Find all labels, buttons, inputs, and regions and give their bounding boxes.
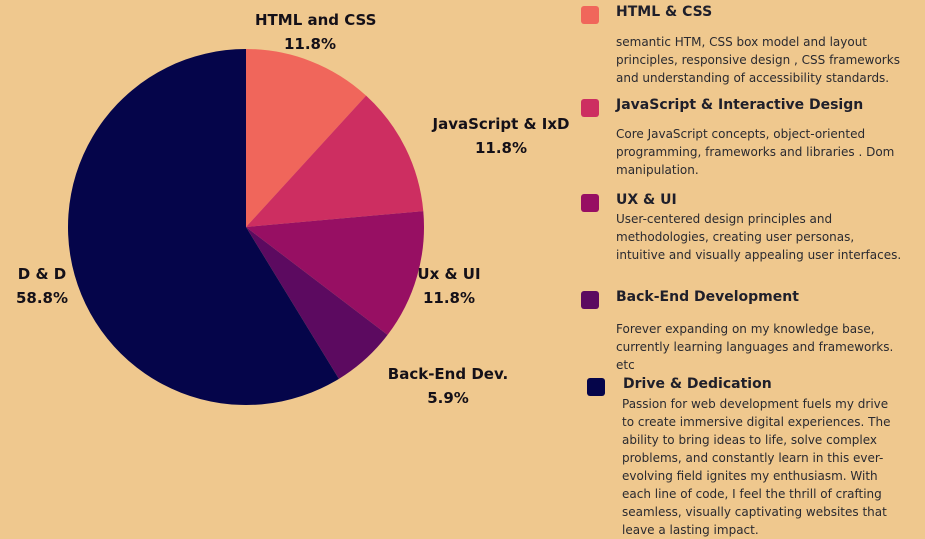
slice-label-ux-ui: Ux & UI 11.8% (410, 262, 488, 310)
slice-name: JavaScript & IxD (432, 115, 570, 133)
legend-description: Core JavaScript concepts, object-oriente… (616, 127, 895, 177)
legend-description: Passion for web development fuels my dri… (622, 397, 891, 537)
legend-item-back-end: Back-End Development Forever expanding o… (578, 289, 898, 372)
legend-item-javascript: JavaScript & Interactive Design Core Jav… (578, 97, 898, 183)
legend-title: UX & UI (616, 192, 677, 208)
slice-value: 58.8% (15, 289, 69, 307)
slice-label-back-end: Back-End Dev. 5.9% (382, 362, 514, 410)
legend-title: Back-End Development (616, 289, 799, 305)
legend-swatch (581, 99, 599, 117)
legend-swatch (581, 6, 599, 24)
slice-value: 5.9% (427, 389, 469, 407)
slice-label-d-and-d: D & D 58.8% (4, 262, 80, 310)
legend-item-html-css: HTML & CSS semantic HTM, CSS box model a… (578, 4, 900, 90)
pie-slice-html-and-css (246, 49, 367, 227)
legend-description: semantic HTM, CSS box model and layout p… (616, 35, 900, 85)
legend-item-drive-dedication: Drive & Dedication Passion for web devel… (586, 376, 906, 537)
pie-slice-d-d (67, 49, 339, 406)
legend-title: JavaScript & Interactive Design (616, 97, 864, 113)
legend-title: Drive & Dedication (623, 376, 772, 392)
pie-slice-ux-ui (246, 211, 425, 335)
legend-title: HTML & CSS (616, 4, 713, 20)
slice-value: 11.8% (422, 289, 476, 307)
slice-name: Ux & UI (417, 265, 481, 283)
legend-swatch (581, 194, 599, 212)
legend-swatch (587, 378, 605, 396)
slice-name: D & D (17, 265, 67, 283)
legend-description: Forever expanding on my knowledge base, … (616, 322, 894, 372)
slice-name: HTML and CSS (255, 11, 377, 29)
legend-item-ux-ui: UX & UI User-centered design principles … (578, 192, 901, 272)
slice-label-html-css: HTML and CSS 11.8% (255, 8, 377, 56)
slice-value: 11.8% (283, 35, 337, 53)
slice-label-javascript: JavaScript & IxD 11.8% (428, 112, 574, 160)
legend-description: User-centered design principles and meth… (616, 212, 902, 262)
pie-slice-back-end-dev (246, 227, 388, 379)
slice-value: 11.8% (474, 139, 528, 157)
slice-name: Back-End Dev. (387, 365, 509, 383)
legend-swatch (581, 291, 599, 309)
pie-slice-javascript-ixd (246, 95, 424, 227)
